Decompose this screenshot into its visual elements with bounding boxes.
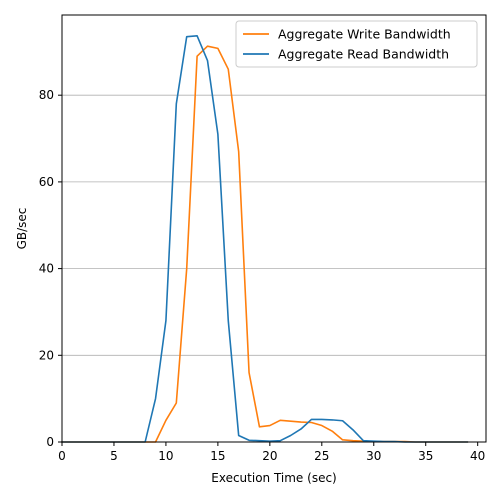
x-tick-label: 15	[210, 449, 225, 463]
x-tick-label: 30	[366, 449, 381, 463]
x-axis-label: Execution Time (sec)	[211, 471, 336, 485]
x-tick-label: 10	[158, 449, 173, 463]
x-tick-label: 0	[58, 449, 66, 463]
y-tick-label: 0	[46, 435, 54, 449]
plot-area-frame	[61, 14, 487, 443]
legend-label: Aggregate Write Bandwidth	[278, 27, 451, 42]
x-tick-label: 25	[314, 449, 329, 463]
legend: Aggregate Write Bandwidth Aggregate Read …	[235, 20, 478, 68]
x-tick-label: 5	[110, 449, 118, 463]
legend-box	[235, 20, 478, 68]
x-axis-ticks: 0 5 10 15 20 25 30 35 40	[58, 442, 485, 463]
legend-label: Aggregate Read Bandwidth	[278, 47, 449, 62]
y-tick-label: 20	[39, 348, 54, 362]
y-tick-label: 60	[39, 175, 54, 189]
y-tick-label: 80	[39, 88, 54, 102]
y-axis-label: GB/sec	[15, 208, 29, 250]
x-tick-label: 40	[470, 449, 485, 463]
x-tick-label: 20	[262, 449, 277, 463]
y-tick-label: 40	[39, 262, 54, 276]
y-axis-ticks: 0 20 40 60 80	[39, 88, 62, 449]
x-tick-label: 35	[418, 449, 433, 463]
